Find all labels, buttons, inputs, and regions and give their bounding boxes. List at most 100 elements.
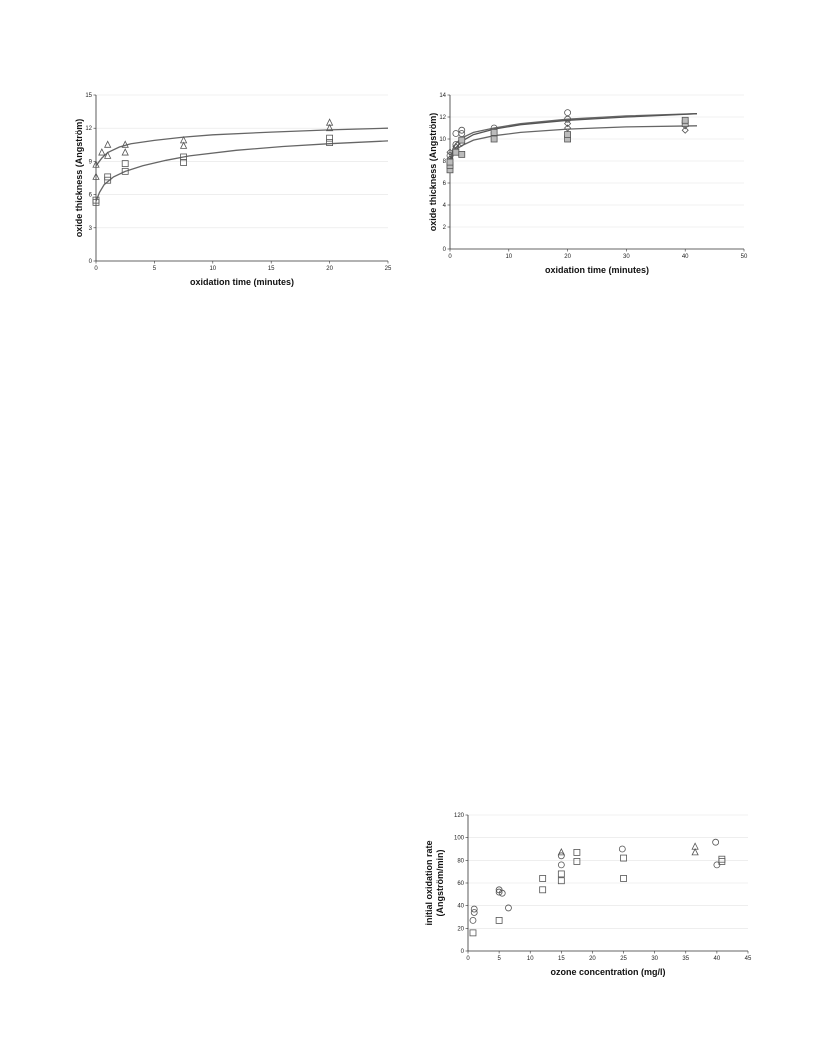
x-tick-label: 35 <box>682 956 689 962</box>
y-tick-label: 0 <box>443 247 447 253</box>
data-point-circle <box>470 909 478 916</box>
x-tick-label: 20 <box>589 956 596 962</box>
x-tick-label: 10 <box>505 254 512 260</box>
data-point-circle <box>505 904 512 912</box>
data-point-diamond <box>681 126 689 134</box>
x-tick-label: 15 <box>268 266 275 272</box>
series-group <box>469 838 721 924</box>
thickness-vs-time-chart-right: 0 10 20 30 40 50 0 2 4 6 8 10 12 14 oxidation time (mi… <box>418 85 758 280</box>
data-point-circle <box>557 852 565 860</box>
y-tick-label: 4 <box>443 203 447 209</box>
data-point-square <box>458 136 466 144</box>
y-tick-label: 60 <box>457 881 464 887</box>
x-tick-label: 50 <box>741 254 748 260</box>
data-point-square <box>620 875 627 882</box>
data-point-diamond <box>446 148 454 156</box>
y-tick-label: 0 <box>461 949 465 955</box>
y-axis-title: oxide thickness (Angström) <box>428 113 438 232</box>
x-tick-label: 15 <box>558 956 565 962</box>
data-point-square <box>557 870 565 878</box>
x-tick-label: 40 <box>714 956 721 962</box>
x-tick-label: 20 <box>564 254 571 260</box>
x-tick-label: 0 <box>466 956 470 962</box>
y-axis-title-line: initial oxidation rate <box>424 840 434 925</box>
y-tick-label: 9 <box>89 159 93 165</box>
data-point-triangle <box>121 140 129 148</box>
x-tick-label: 5 <box>153 266 157 272</box>
x-tick-label: 5 <box>497 956 501 962</box>
data-point-circle <box>470 905 478 913</box>
data-point-circle <box>458 126 466 134</box>
series-group <box>92 118 389 180</box>
data-point-square <box>495 917 503 924</box>
data-point-triangle <box>179 141 188 149</box>
x-axis-title: oxidation time (minutes) <box>545 265 649 275</box>
y-tick-label: 20 <box>457 926 464 932</box>
x-tick-label: 30 <box>623 254 630 260</box>
y-tick-label: 6 <box>443 181 447 187</box>
x-tick-label: 10 <box>527 956 534 962</box>
data-point-square <box>452 148 460 156</box>
y-tick-label: 8 <box>443 159 447 165</box>
fit-curve <box>449 113 698 170</box>
x-axis-title: ozone concentration (mg/l) <box>550 967 665 977</box>
data-point-triangle <box>121 148 129 156</box>
chart-svg: 0 10 20 30 40 50 0 2 4 6 8 10 12 14 oxidation time (mi… <box>428 93 748 275</box>
data-point-circle <box>564 115 572 123</box>
y-tick-label: 6 <box>89 193 93 199</box>
oxidation-rate-vs-ozone-chart: 0 5 10 15 20 25 30 35 40 45 0 20 40 60 80 100 120 ozone c… <box>418 805 758 985</box>
y-tick-label: 15 <box>85 93 92 99</box>
fit-curve <box>95 140 389 202</box>
data-point-circle <box>498 889 506 897</box>
data-point-triangle <box>691 848 699 856</box>
y-tick-label: 0 <box>89 259 93 265</box>
y-tick-label: 10 <box>439 137 446 143</box>
data-point-square <box>573 849 581 856</box>
y-tick-label: 14 <box>439 93 446 99</box>
x-tick-label: 10 <box>209 266 216 272</box>
y-tick-label: 40 <box>457 904 464 910</box>
data-point-triangle <box>325 123 334 132</box>
y-tick-label: 3 <box>89 226 93 232</box>
x-tick-label: 20 <box>326 266 333 272</box>
data-point-square <box>104 173 112 181</box>
data-point-square <box>121 167 129 175</box>
data-point-triangle <box>92 172 100 180</box>
chart-svg: 0 5 10 15 20 25 0 3 6 9 12 15 oxidation time (minute… <box>74 93 392 287</box>
y-tick-label: 100 <box>454 836 465 842</box>
x-tick-label: 0 <box>94 266 98 272</box>
data-point-triangle <box>691 842 699 850</box>
y-tick-label: 2 <box>443 225 447 231</box>
y-axis-title: oxide thickness (Angström) <box>74 119 84 238</box>
data-point-square <box>557 877 565 885</box>
data-point-square <box>180 153 187 161</box>
data-point-triangle <box>104 151 112 159</box>
y-axis-title-line: (Angström/min) <box>435 850 445 917</box>
data-point-circle <box>712 838 720 846</box>
y-tick-label: 80 <box>457 858 464 864</box>
series-group <box>469 849 726 937</box>
data-point-circle <box>564 109 572 117</box>
x-tick-label: 45 <box>745 956 752 962</box>
data-point-square <box>564 131 572 138</box>
series-group <box>446 113 698 174</box>
x-tick-label: 0 <box>448 254 452 260</box>
data-point-circle <box>452 130 460 137</box>
x-axis-title: oxidation time (minutes) <box>190 277 294 287</box>
fit-curve <box>95 127 389 167</box>
data-point-square <box>681 116 689 124</box>
data-point-circle <box>469 917 477 924</box>
data-point-circle <box>495 888 503 896</box>
x-tick-label: 40 <box>682 254 689 260</box>
data-point-square <box>446 158 454 166</box>
data-point-triangle <box>104 140 112 148</box>
data-point-square <box>718 855 726 863</box>
y-axis-title: initial oxidation rate(Angström/min) <box>424 840 445 925</box>
data-point-square <box>490 129 498 136</box>
data-point-square <box>180 159 187 166</box>
x-tick-label: 25 <box>385 266 392 272</box>
data-point-diamond <box>564 120 572 128</box>
data-point-square <box>326 139 334 146</box>
data-point-square <box>326 134 334 142</box>
chart-svg: 0 5 10 15 20 25 30 35 40 45 0 20 40 60 80 100 120 ozone c… <box>424 813 752 977</box>
